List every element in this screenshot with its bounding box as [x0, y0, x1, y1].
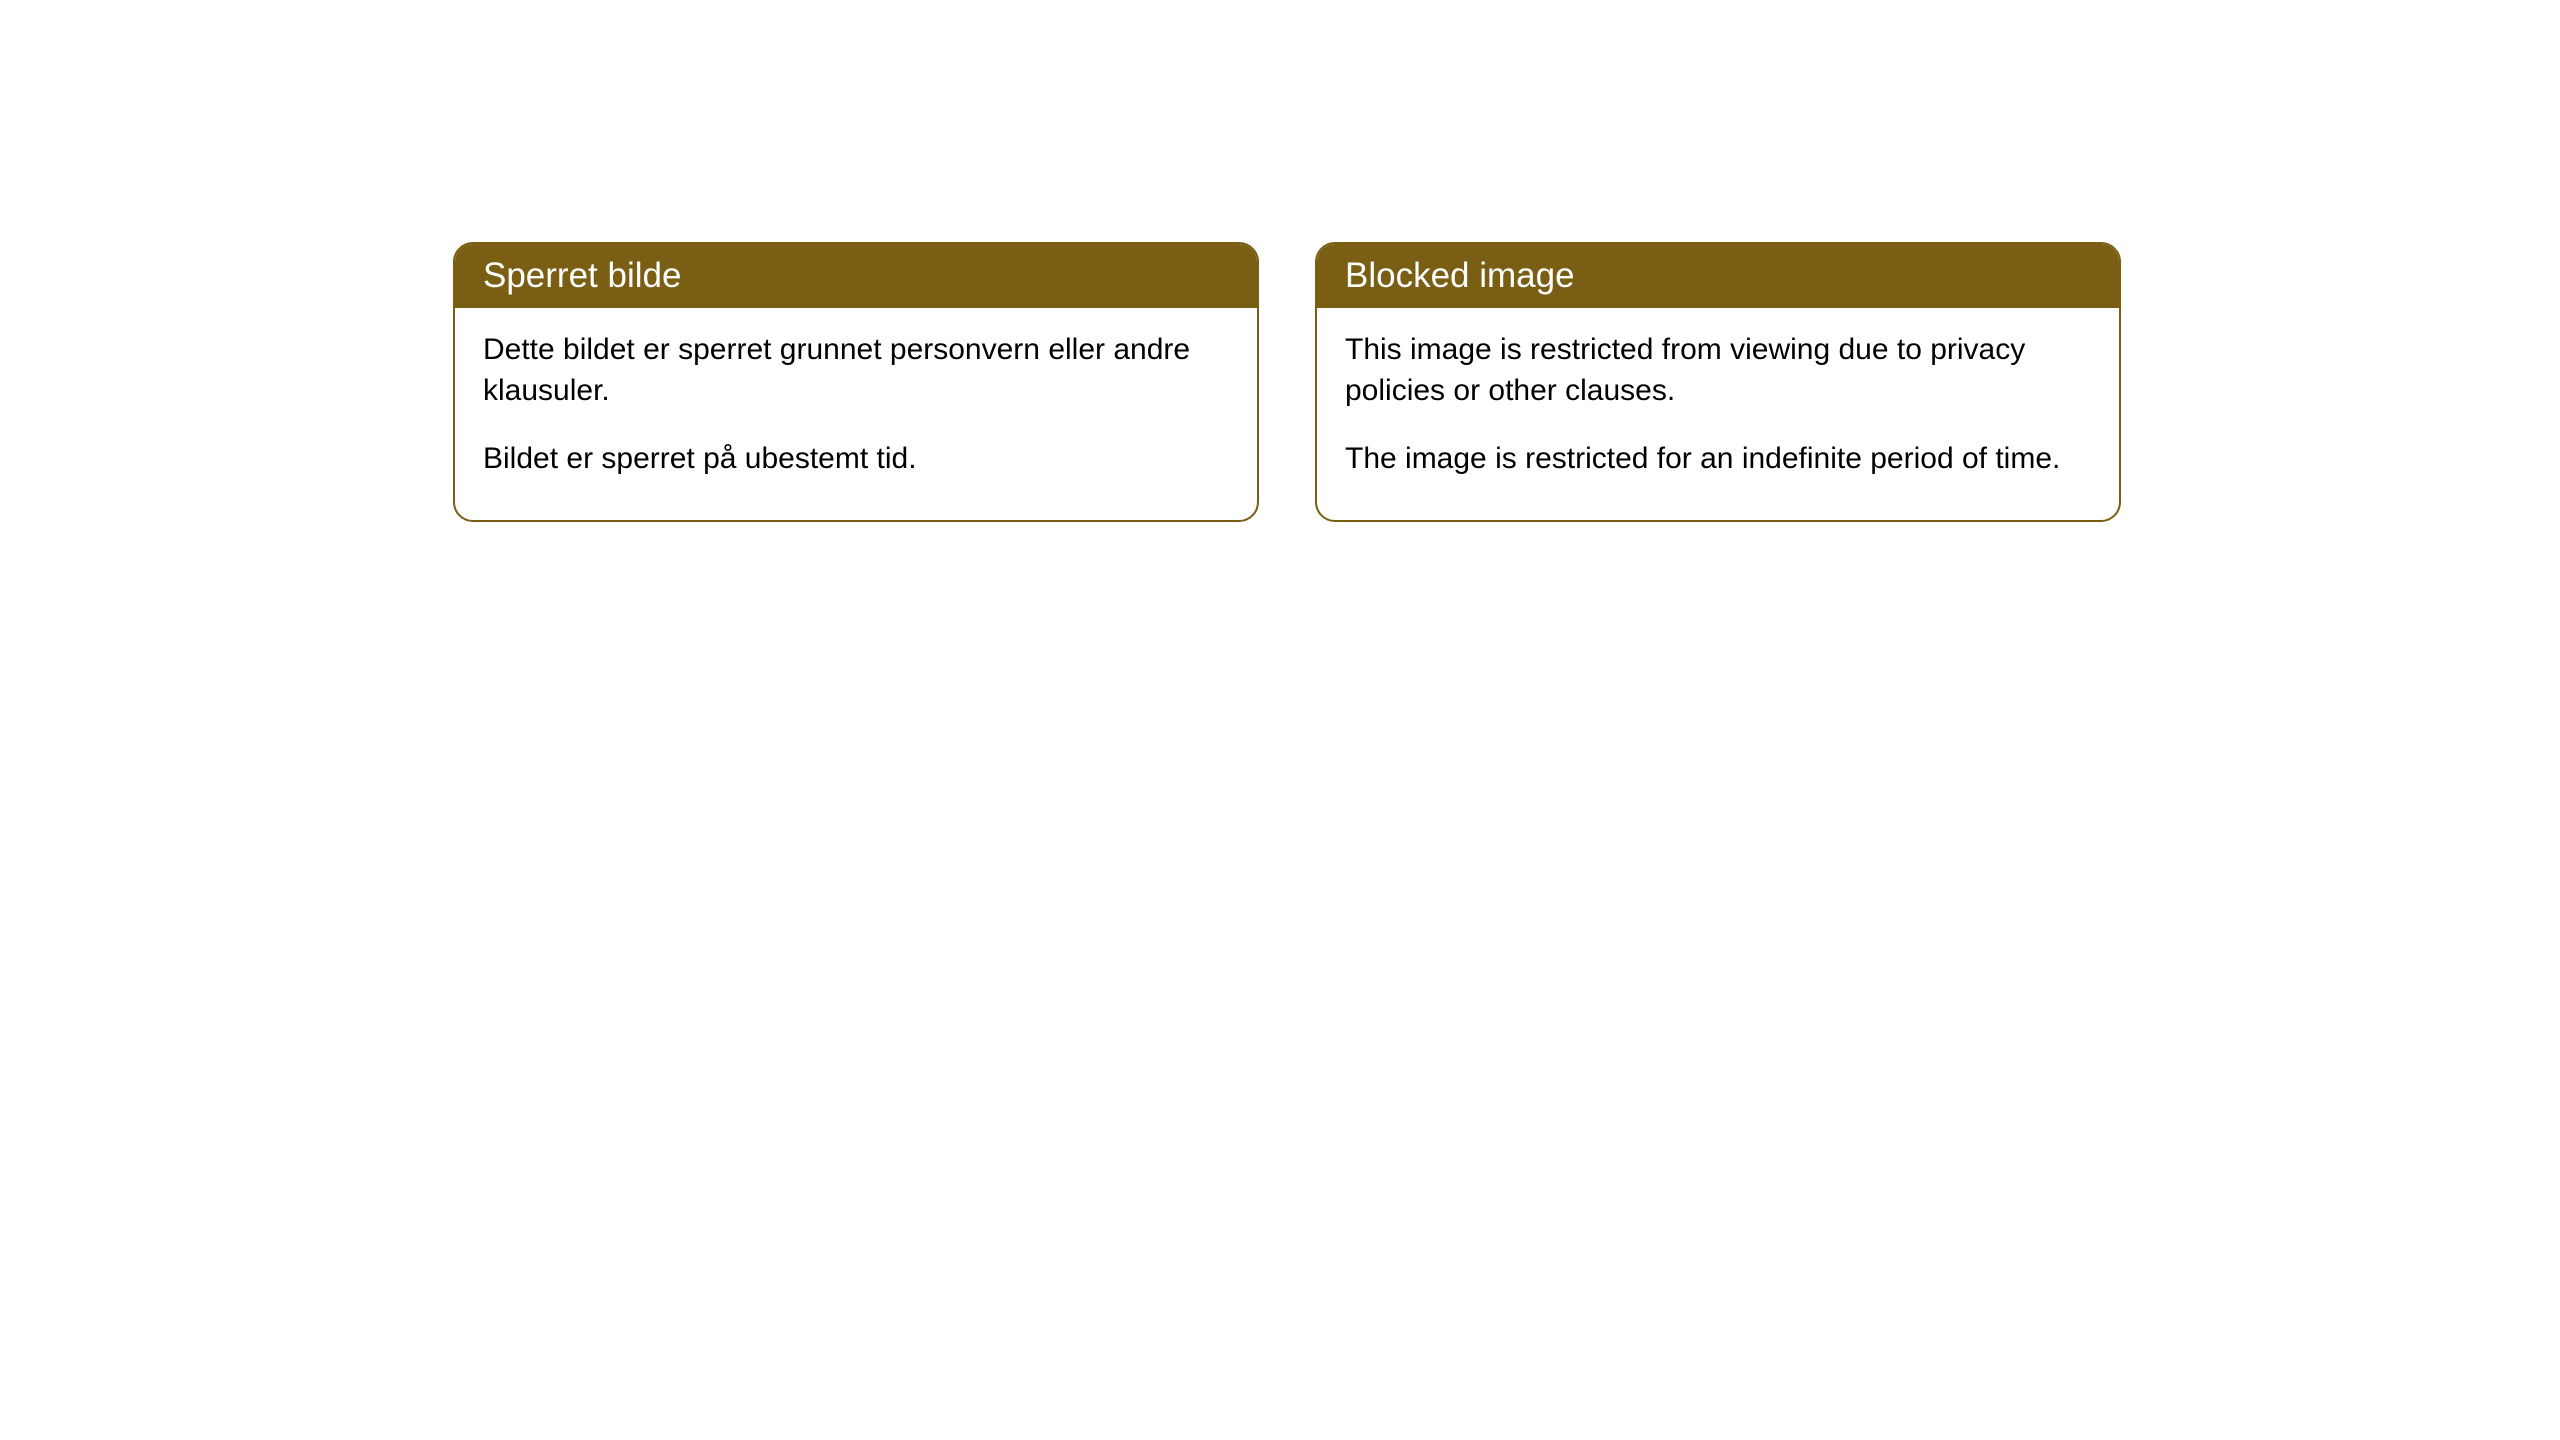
card-header: Blocked image — [1317, 244, 2119, 308]
card-header: Sperret bilde — [455, 244, 1257, 308]
card-body: Dette bildet er sperret grunnet personve… — [455, 308, 1257, 520]
notice-card-english: Blocked image This image is restricted f… — [1315, 242, 2121, 522]
notice-card-norwegian: Sperret bilde Dette bildet er sperret gr… — [453, 242, 1259, 522]
card-paragraph: This image is restricted from viewing du… — [1345, 330, 2091, 411]
card-paragraph: The image is restricted for an indefinit… — [1345, 439, 2091, 480]
card-paragraph: Dette bildet er sperret grunnet personve… — [483, 330, 1229, 411]
card-body: This image is restricted from viewing du… — [1317, 308, 2119, 520]
card-paragraph: Bildet er sperret på ubestemt tid. — [483, 439, 1229, 480]
notice-cards-container: Sperret bilde Dette bildet er sperret gr… — [453, 242, 2121, 522]
